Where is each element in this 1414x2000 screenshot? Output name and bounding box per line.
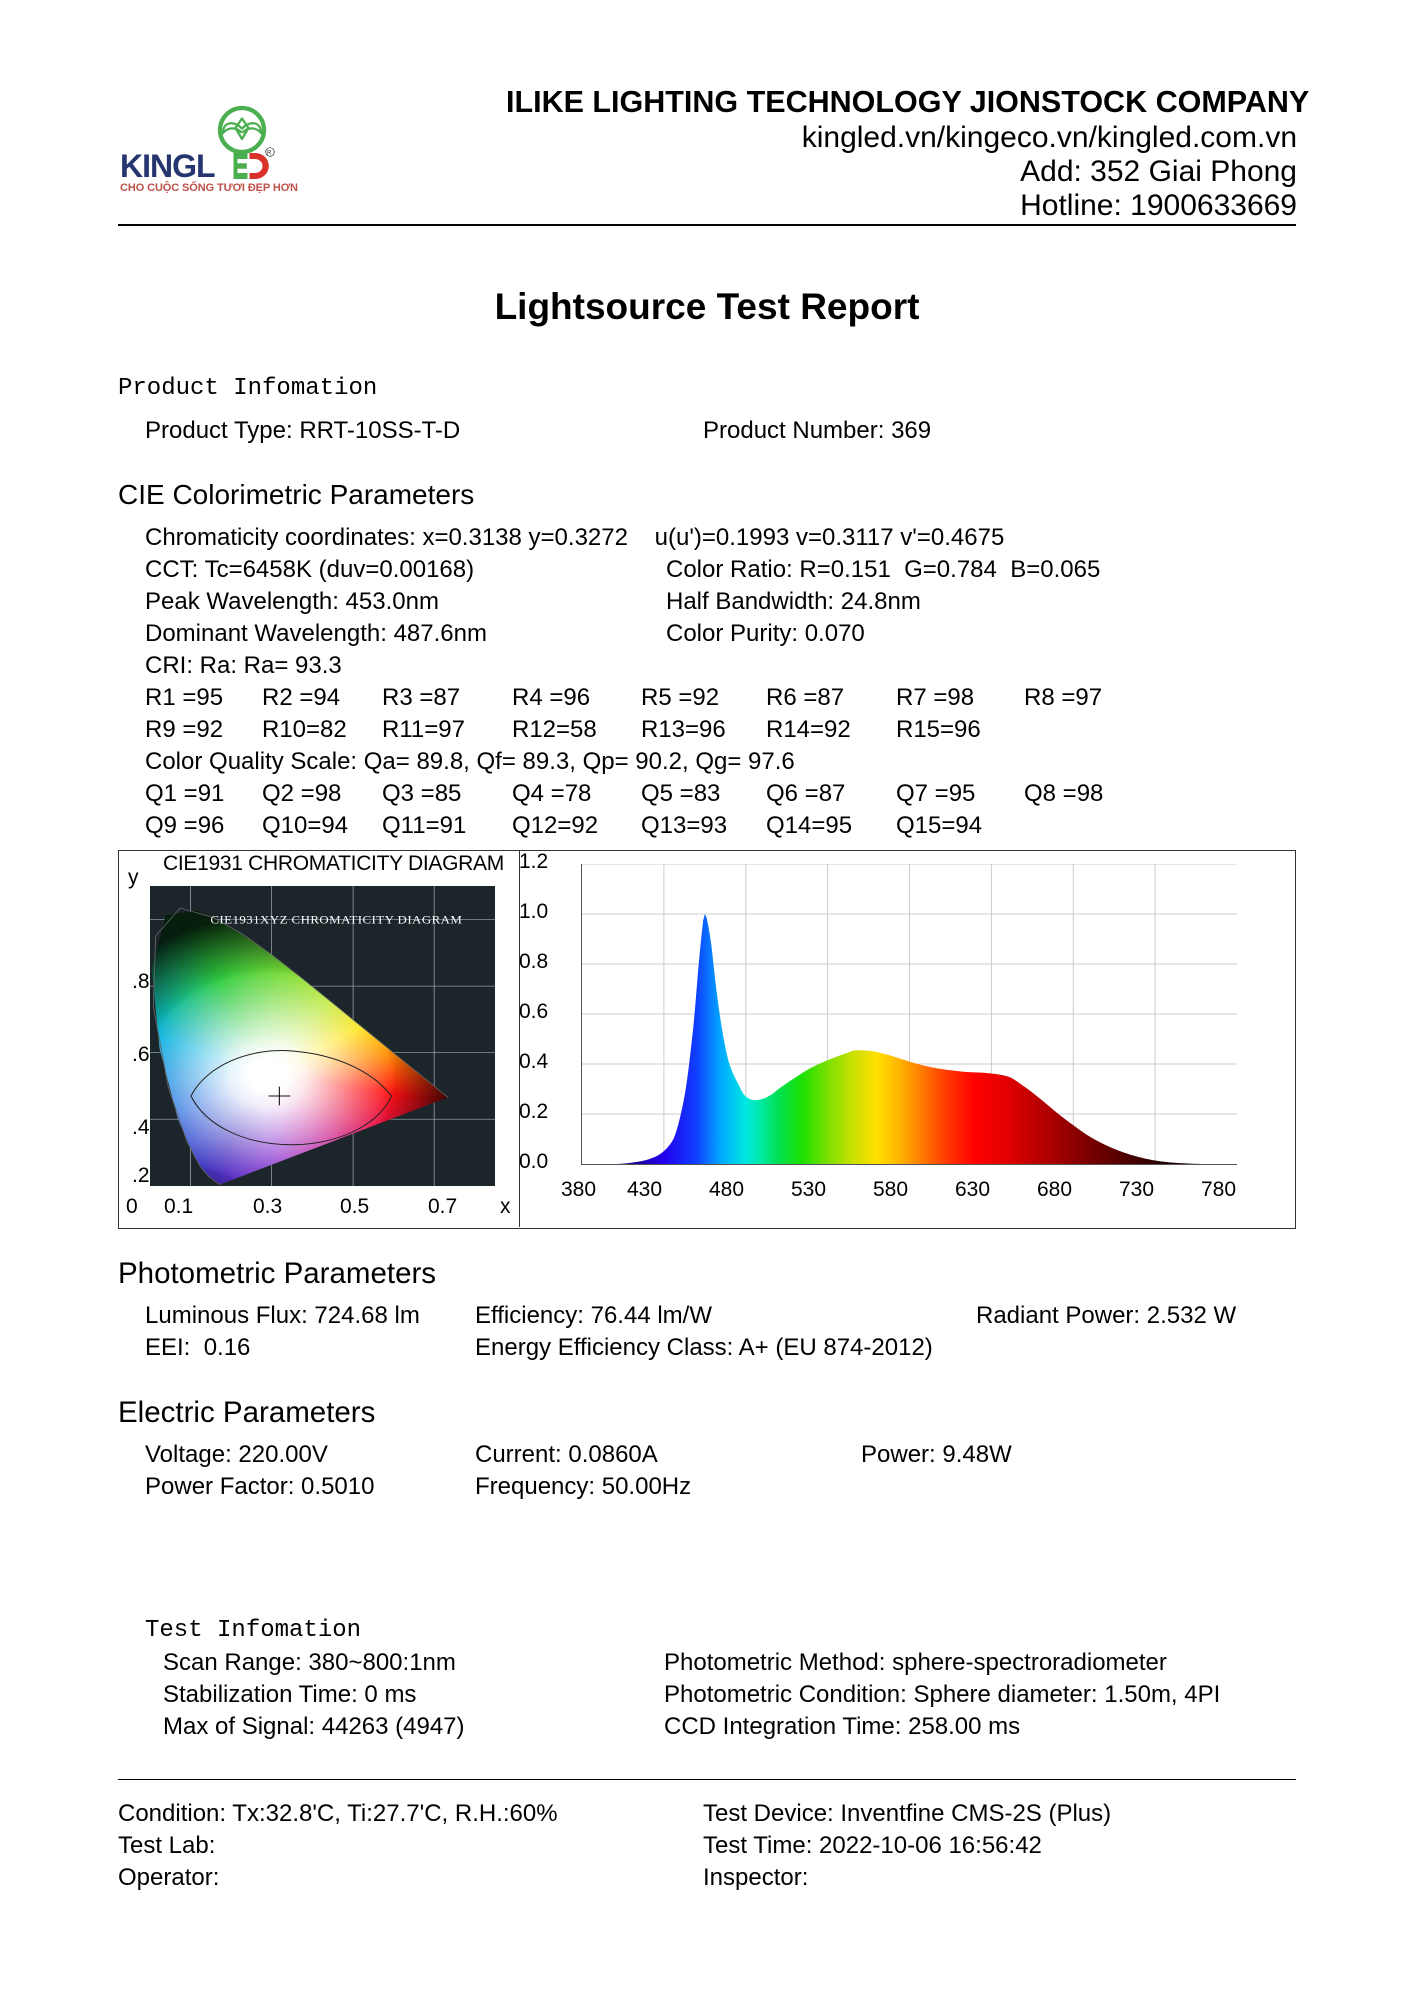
svg-text:CIE1931XYZ CHROMATICITY DIAGRA: CIE1931XYZ CHROMATICITY DIAGRAM: [210, 913, 462, 926]
svg-text:KINGL: KINGL: [120, 148, 215, 184]
svg-text:R: R: [267, 151, 272, 157]
svg-text:CHO CUỘC SỐNG TƯƠI ĐẸP HƠN: CHO CUỘC SỐNG TƯƠI ĐẸP HƠN: [120, 180, 298, 194]
